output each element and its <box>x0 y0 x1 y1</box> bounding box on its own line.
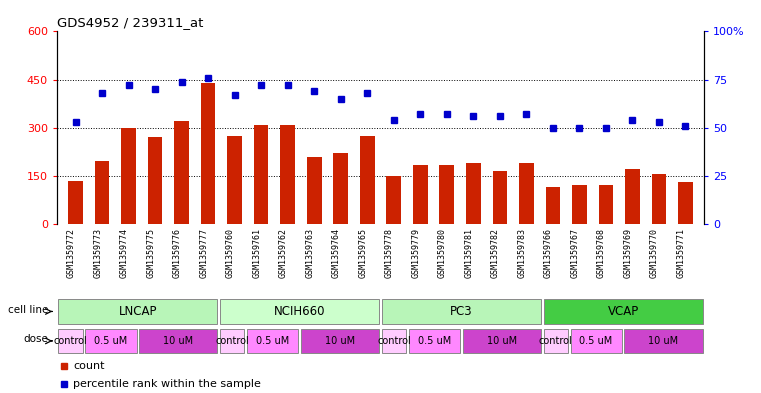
Text: 10 uM: 10 uM <box>648 336 679 346</box>
Text: GSM1359774: GSM1359774 <box>119 228 129 277</box>
Text: GSM1359760: GSM1359760 <box>226 228 234 277</box>
Text: GSM1359778: GSM1359778 <box>385 228 393 277</box>
Text: GSM1359767: GSM1359767 <box>570 228 579 277</box>
Bar <box>409 329 460 353</box>
Text: percentile rank within the sample: percentile rank within the sample <box>73 379 261 389</box>
Bar <box>139 329 218 353</box>
Bar <box>413 165 428 224</box>
Text: 0.5 uM: 0.5 uM <box>256 336 289 346</box>
Text: 10 uM: 10 uM <box>487 336 517 346</box>
Bar <box>571 329 622 353</box>
Bar <box>307 156 321 224</box>
Bar <box>572 185 587 224</box>
Bar <box>228 136 242 224</box>
Text: count: count <box>73 361 105 371</box>
Bar <box>148 137 162 224</box>
Text: NCIH660: NCIH660 <box>274 305 326 318</box>
Text: GSM1359777: GSM1359777 <box>199 228 209 277</box>
Text: control: control <box>215 336 249 346</box>
Text: LNCAP: LNCAP <box>119 305 158 318</box>
Text: GSM1359781: GSM1359781 <box>464 228 473 277</box>
Bar <box>543 329 568 353</box>
Text: control: control <box>54 336 88 346</box>
Text: GSM1359761: GSM1359761 <box>252 228 261 277</box>
Text: GSM1359783: GSM1359783 <box>517 228 527 277</box>
Bar <box>254 125 269 224</box>
Text: VCAP: VCAP <box>607 305 638 318</box>
Bar <box>220 299 379 324</box>
Bar <box>201 83 215 224</box>
Text: GSM1359779: GSM1359779 <box>411 228 420 277</box>
Bar <box>387 176 401 224</box>
Text: GSM1359770: GSM1359770 <box>650 228 659 277</box>
Text: 10 uM: 10 uM <box>164 336 193 346</box>
Bar <box>59 329 83 353</box>
Text: PC3: PC3 <box>450 305 473 318</box>
Bar <box>85 329 136 353</box>
Text: 0.5 uM: 0.5 uM <box>94 336 128 346</box>
Bar <box>519 163 533 224</box>
Text: GSM1359769: GSM1359769 <box>623 228 632 277</box>
Bar <box>463 329 541 353</box>
Text: 10 uM: 10 uM <box>325 336 355 346</box>
Bar <box>360 136 374 224</box>
Bar <box>220 329 244 353</box>
Text: GSM1359771: GSM1359771 <box>677 228 686 277</box>
Bar <box>280 125 295 224</box>
Bar <box>625 329 702 353</box>
Text: GSM1359765: GSM1359765 <box>358 228 368 277</box>
Bar <box>95 162 110 224</box>
Bar <box>466 163 481 224</box>
Text: GSM1359764: GSM1359764 <box>332 228 341 277</box>
Text: GDS4952 / 239311_at: GDS4952 / 239311_at <box>57 16 203 29</box>
Text: GSM1359780: GSM1359780 <box>438 228 447 277</box>
Text: 0.5 uM: 0.5 uM <box>418 336 451 346</box>
Text: cell line: cell line <box>8 305 49 315</box>
Bar <box>59 299 218 324</box>
Text: GSM1359772: GSM1359772 <box>67 228 75 277</box>
Text: GSM1359773: GSM1359773 <box>93 228 102 277</box>
Bar <box>543 299 702 324</box>
Bar <box>440 165 454 224</box>
Bar <box>247 329 298 353</box>
Bar <box>678 182 693 224</box>
Text: 0.5 uM: 0.5 uM <box>579 336 613 346</box>
Bar <box>333 153 348 224</box>
Bar <box>382 299 541 324</box>
Text: control: control <box>539 336 572 346</box>
Text: GSM1359762: GSM1359762 <box>279 228 288 277</box>
Bar <box>651 174 666 224</box>
Bar <box>68 181 83 224</box>
Bar <box>546 187 560 224</box>
Text: GSM1359763: GSM1359763 <box>305 228 314 277</box>
Bar <box>492 171 507 224</box>
Bar <box>301 329 379 353</box>
Text: GSM1359775: GSM1359775 <box>146 228 155 277</box>
Bar <box>174 121 189 224</box>
Bar <box>625 169 640 224</box>
Text: GSM1359782: GSM1359782 <box>491 228 500 277</box>
Bar <box>382 329 406 353</box>
Text: GSM1359776: GSM1359776 <box>173 228 182 277</box>
Bar <box>599 185 613 224</box>
Text: control: control <box>377 336 411 346</box>
Text: dose: dose <box>24 334 49 344</box>
Text: GSM1359768: GSM1359768 <box>597 228 606 277</box>
Bar <box>121 128 136 224</box>
Text: GSM1359766: GSM1359766 <box>544 228 552 277</box>
